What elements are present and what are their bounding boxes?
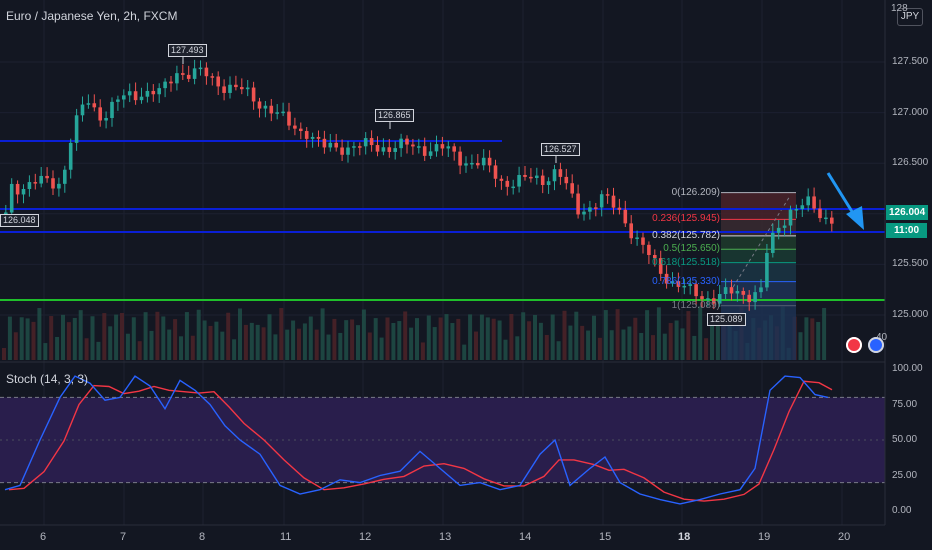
- fib-level-label: 0(126.209): [671, 186, 720, 198]
- currency-badge[interactable]: JPY: [897, 8, 923, 26]
- price-tick-label: 126.500: [892, 157, 929, 169]
- price-tick-label: 127.500: [892, 56, 929, 67]
- time-tick-label: 6: [40, 531, 47, 543]
- time-tick-label: 14: [519, 531, 532, 543]
- price-candles: [4, 59, 834, 311]
- time-tick-label: 7: [120, 531, 127, 543]
- time-tick-label: 15: [599, 531, 612, 543]
- indicator-title[interactable]: Stoch (14, 3, 3): [6, 372, 89, 386]
- price-tick-label: 127.000: [892, 106, 929, 118]
- stoch-tick-label: 0.00: [892, 505, 912, 516]
- price-tick-label: 125.000: [892, 309, 929, 320]
- price-tick-label: 125.500: [892, 258, 929, 270]
- time-tick-label: 11: [280, 531, 292, 543]
- symbol-title[interactable]: Euro / Japanese Yen, 2h, FXCM: [6, 9, 178, 23]
- price-tick-label-cut-bottom: 40: [876, 332, 888, 343]
- stoch-tick-label: 25.00: [892, 469, 918, 481]
- arrow-annotation[interactable]: [826, 172, 864, 230]
- high-price-label: 126.865: [375, 109, 414, 122]
- volume-bars: [2, 306, 827, 360]
- current-price-badge: 126.004: [886, 205, 929, 220]
- low-price-label: 126.048: [0, 214, 39, 227]
- stoch-tick-label: 50.00: [892, 434, 918, 445]
- time-tick-label: 19: [758, 531, 771, 543]
- stoch-tick-label: 100.00: [892, 363, 923, 374]
- countdown-badge: 11:00: [886, 223, 928, 238]
- fib-level-label: 0.5(125.650): [663, 243, 720, 255]
- time-tick-label: 8: [199, 531, 206, 543]
- alert-icon[interactable]: [846, 337, 862, 353]
- fibonacci-retracement[interactable]: [721, 192, 796, 360]
- fib-level-label: 0.786(125.330): [652, 275, 720, 287]
- event-icon[interactable]: [868, 337, 884, 353]
- time-tick-label: 20: [838, 531, 851, 543]
- stoch-tick-label: 75.00: [892, 398, 918, 410]
- high-price-label: 127.493: [168, 44, 207, 57]
- time-tick-label: 13: [439, 531, 452, 543]
- fib-level-label: 0.618(125.518): [652, 256, 720, 268]
- price-tick-label-cut: 128: [891, 3, 908, 14]
- high-price-label: 126.527: [541, 143, 580, 156]
- fib-level-label: 1(125.089): [671, 299, 720, 311]
- fib-level-label: 0.236(125.945): [652, 213, 720, 225]
- stochastic-pane: [0, 361, 932, 505]
- low-price-label: 125.089: [707, 313, 746, 326]
- fib-level-label: 0.382(125.782): [652, 229, 720, 241]
- time-tick-label: 12: [359, 531, 372, 543]
- time-tick-label: 18: [678, 531, 691, 543]
